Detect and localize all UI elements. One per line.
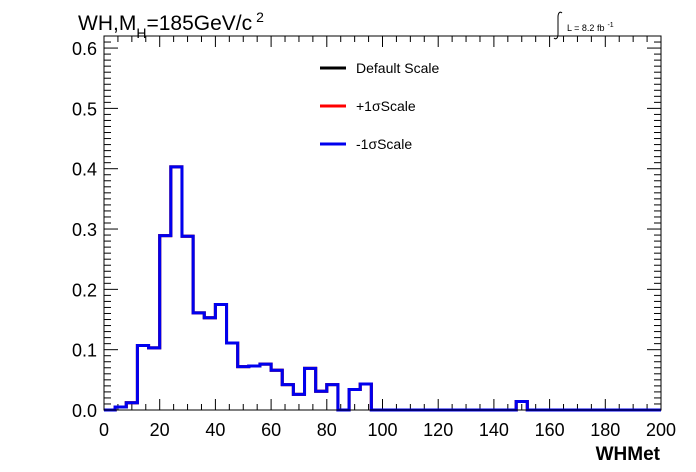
y-tick-label: 0.1 <box>72 341 97 361</box>
histogram-line <box>104 165 661 412</box>
luminosity-label: L = 8.2 fb -1 <box>553 11 614 40</box>
chart-title: WH,MH=185GeV/c 2 <box>78 9 264 41</box>
histogram-line <box>104 165 661 412</box>
x-tick-label: 160 <box>535 420 565 440</box>
legend: Default Scale +1σScale -1σScale <box>320 60 439 152</box>
x-tick-label: 120 <box>423 420 453 440</box>
x-tick-label: 0 <box>99 420 109 440</box>
x-tick-label: 60 <box>261 420 281 440</box>
x-tick-label: 80 <box>317 420 337 440</box>
x-tick-label: 100 <box>367 420 397 440</box>
legend-label: -1σScale <box>356 136 412 152</box>
axis-tick-labels: 0 20 40 60 80 100 120 140 160 180 200 0.0 0.1 0.2 0.3 0… <box>72 39 676 440</box>
legend-label: Default Scale <box>356 60 439 76</box>
y-tick-label: 0.0 <box>72 401 97 421</box>
histogram-line <box>104 165 661 412</box>
integral-sign-icon <box>553 11 563 40</box>
y-tick-label: 0.5 <box>72 99 97 119</box>
x-tick-label: 180 <box>590 420 620 440</box>
y-tick-label: 0.2 <box>72 280 97 300</box>
y-tick-label: 0.6 <box>72 39 97 59</box>
x-tick-label: 140 <box>479 420 509 440</box>
x-tick-label: 40 <box>205 420 225 440</box>
plot-frame <box>103 35 662 411</box>
x-axis-label: WHMet <box>596 444 661 465</box>
histogram-series <box>104 165 661 412</box>
y-tick-label: 0.4 <box>72 160 97 180</box>
x-tick-label: 200 <box>646 420 676 440</box>
y-tick-label: 0.3 <box>72 220 97 240</box>
axis-ticks <box>103 35 662 411</box>
svg-text:L = 8.2 fb-1: L = 8.2 fb -1 <box>567 22 614 33</box>
legend-label: +1σScale <box>356 98 416 114</box>
x-tick-label: 20 <box>150 420 170 440</box>
